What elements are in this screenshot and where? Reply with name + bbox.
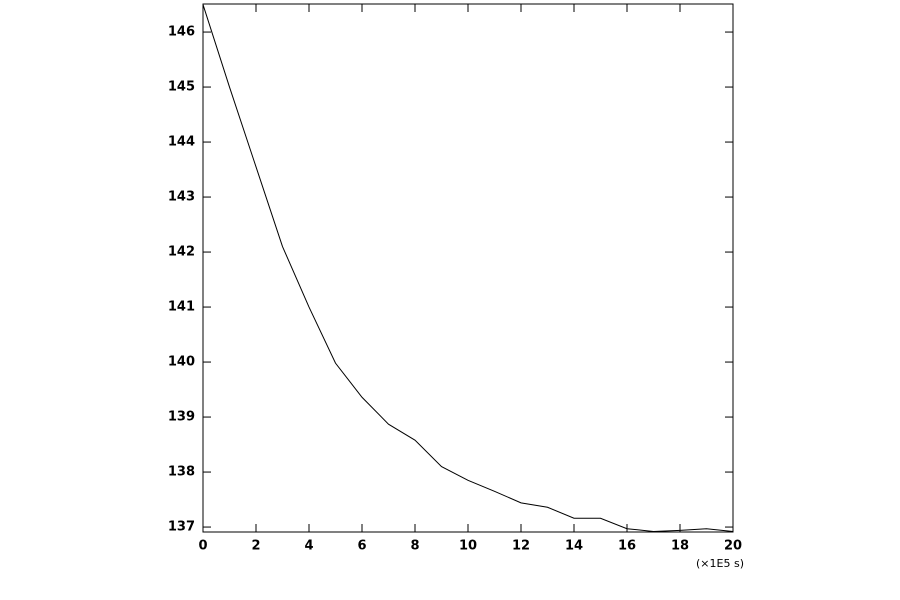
x-tick-label: 10 [459, 539, 477, 554]
y-tick-label: 140 [168, 355, 195, 370]
x-tick-label: 0 [198, 539, 207, 554]
plot-frame [202, 3, 734, 533]
x-tick-label: 12 [512, 539, 530, 554]
y-tick-label: 145 [168, 80, 195, 95]
y-tick-label: 138 [168, 465, 195, 480]
y-tick-label: 141 [168, 300, 195, 315]
y-tick-label: 137 [168, 520, 195, 535]
x-axis-label: (×1E5 s) [696, 557, 744, 570]
y-tick-label: 139 [168, 410, 195, 425]
x-tick-label: 14 [565, 539, 583, 554]
data-line [202, 4, 734, 532]
y-tick-label: 144 [168, 135, 195, 150]
y-tick-label: 146 [168, 25, 195, 40]
y-tick-label: 142 [168, 245, 195, 260]
x-tick-label: 6 [357, 539, 366, 554]
x-tick-label: 2 [251, 539, 260, 554]
x-tick-label: 16 [618, 539, 636, 554]
y-tick-label: 143 [168, 190, 195, 205]
x-tick-label: 20 [724, 539, 742, 554]
x-tick-label: 8 [410, 539, 419, 554]
x-tick-label: 18 [671, 539, 689, 554]
x-tick-label: 4 [304, 539, 313, 554]
